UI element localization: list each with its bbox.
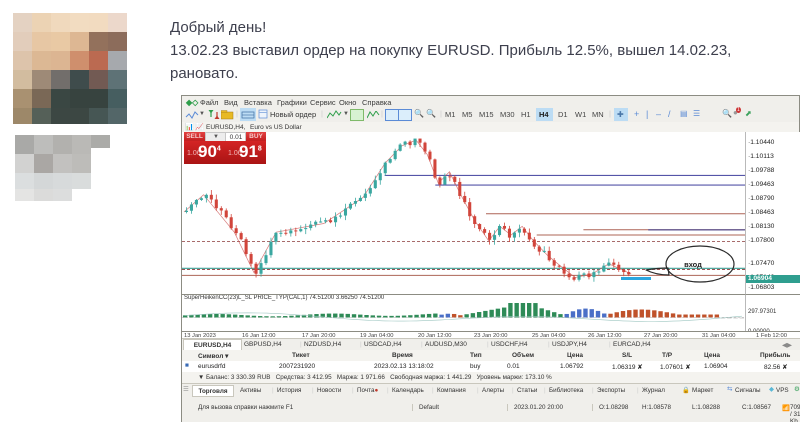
svg-text:вход: вход: [684, 260, 702, 269]
